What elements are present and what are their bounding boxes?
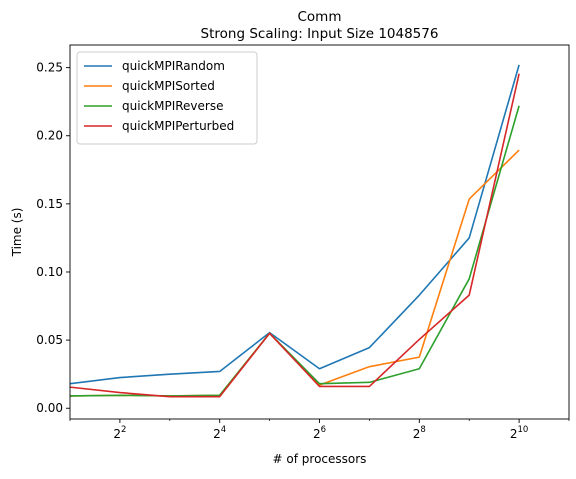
x-tick-label: 22 (113, 425, 126, 441)
x-tick-label: 24 (213, 425, 226, 441)
y-tick-label: 0.20 (36, 129, 63, 143)
x-axis-ticks: 22 24 26 28 210 (69, 419, 570, 441)
legend-label: quickMPIRandom (122, 59, 225, 73)
y-tick-label: 0.05 (36, 333, 63, 347)
x-axis-label: # of processors (273, 452, 367, 466)
series-line-quickMPIPerturbed (69, 73, 520, 398)
chart-subtitle: Strong Scaling: Input Size 1048576 (201, 26, 439, 42)
legend-label: quickMPISorted (122, 79, 215, 93)
legend-label: quickMPIPerturbed (122, 119, 234, 133)
legend: quickMPIRandom quickMPISorted quickMPIReve… (76, 51, 258, 145)
y-tick-label: 0.25 (36, 61, 63, 75)
x-tick-label: 28 (413, 425, 426, 441)
series-line-quickMPIReverse (69, 105, 520, 397)
legend-label: quickMPIReverse (122, 99, 223, 113)
y-axis-ticks: 0.00 0.05 0.10 0.15 0.20 0.25 (36, 61, 70, 415)
chart-title: Comm (298, 9, 342, 25)
series-layer (69, 64, 520, 398)
series-line-quickMPIRandom (69, 64, 520, 385)
x-tick-label: 26 (313, 425, 326, 441)
y-axis-label: Time (s) (10, 208, 24, 258)
y-tick-label: 0.00 (36, 401, 63, 415)
y-tick-label: 0.10 (36, 265, 63, 279)
x-tick-label: 210 (510, 425, 528, 441)
legend-box (76, 51, 258, 145)
y-tick-label: 0.15 (36, 197, 63, 211)
